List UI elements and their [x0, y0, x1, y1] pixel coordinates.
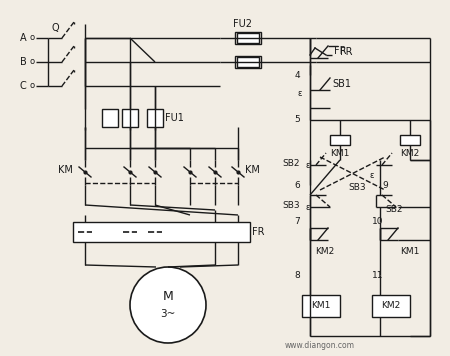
Text: FR: FR — [252, 227, 265, 237]
Text: ε: ε — [306, 203, 310, 211]
Text: FU2: FU2 — [234, 19, 252, 29]
Text: ε: ε — [370, 171, 374, 179]
Text: ε: ε — [297, 89, 302, 99]
Circle shape — [130, 267, 206, 343]
Text: KM: KM — [58, 165, 73, 175]
Bar — [235, 56, 261, 68]
Bar — [147, 109, 163, 127]
Text: 5: 5 — [294, 115, 300, 125]
Text: Q: Q — [52, 23, 59, 33]
Text: KM2: KM2 — [382, 302, 400, 310]
Text: KM1: KM1 — [330, 150, 350, 158]
Text: SB2: SB2 — [385, 205, 402, 215]
Text: M: M — [162, 290, 173, 304]
Bar — [400, 135, 420, 145]
Text: FU1: FU1 — [165, 113, 184, 123]
Bar — [73, 222, 250, 242]
Text: KM: KM — [245, 165, 260, 175]
Text: FR: FR — [334, 46, 346, 56]
Text: 4: 4 — [294, 70, 300, 79]
Text: 10: 10 — [372, 218, 383, 226]
Text: SB2: SB2 — [282, 158, 300, 168]
Bar — [235, 32, 261, 44]
Text: SB3: SB3 — [348, 183, 365, 192]
Text: SB1: SB1 — [332, 79, 351, 89]
Text: 9: 9 — [382, 180, 388, 189]
Text: o: o — [30, 82, 35, 90]
Text: o: o — [30, 58, 35, 67]
Bar — [237, 33, 259, 43]
Text: 6: 6 — [294, 180, 300, 189]
Bar — [302, 295, 340, 317]
Text: KM1: KM1 — [400, 247, 419, 257]
Text: A: A — [20, 33, 27, 43]
Bar — [237, 57, 259, 67]
Text: SB3: SB3 — [282, 200, 300, 209]
Text: 3~: 3~ — [160, 309, 176, 319]
Text: 8: 8 — [294, 271, 300, 279]
Bar — [122, 109, 138, 127]
Bar — [330, 135, 350, 145]
Text: KM2: KM2 — [400, 150, 419, 158]
Text: B: B — [20, 57, 27, 67]
Text: ε: ε — [306, 161, 310, 169]
Bar — [372, 295, 410, 317]
Text: FR: FR — [340, 47, 352, 57]
Text: o: o — [30, 33, 35, 42]
Bar — [102, 109, 118, 127]
Text: C: C — [20, 81, 27, 91]
Text: KM2: KM2 — [315, 247, 334, 257]
Text: 7: 7 — [294, 218, 300, 226]
Text: KM1: KM1 — [311, 302, 331, 310]
Text: 11: 11 — [372, 271, 383, 279]
Text: www.diangon.com: www.diangon.com — [285, 341, 355, 351]
